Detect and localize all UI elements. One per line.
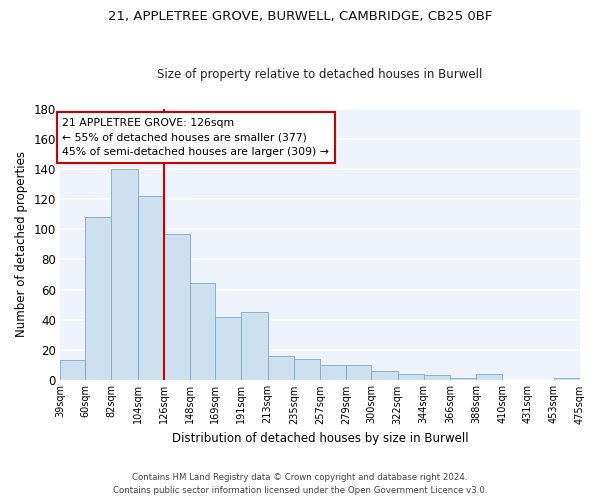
- Text: 21, APPLETREE GROVE, BURWELL, CAMBRIDGE, CB25 0BF: 21, APPLETREE GROVE, BURWELL, CAMBRIDGE,…: [108, 10, 492, 23]
- Bar: [164, 234, 190, 380]
- Bar: [60, 360, 85, 380]
- Text: 21 APPLETREE GROVE: 126sqm
← 55% of detached houses are smaller (377)
45% of sem: 21 APPLETREE GROVE: 126sqm ← 55% of deta…: [62, 118, 329, 157]
- Bar: [137, 196, 164, 380]
- X-axis label: Distribution of detached houses by size in Burwell: Distribution of detached houses by size …: [172, 432, 469, 445]
- Bar: [215, 316, 241, 380]
- Bar: [268, 356, 294, 380]
- Bar: [320, 365, 346, 380]
- Bar: [554, 378, 580, 380]
- Bar: [398, 374, 424, 380]
- Bar: [241, 312, 268, 380]
- Bar: [294, 359, 320, 380]
- Bar: [190, 284, 215, 380]
- Bar: [424, 376, 450, 380]
- Bar: [476, 374, 502, 380]
- Y-axis label: Number of detached properties: Number of detached properties: [15, 152, 28, 338]
- Bar: [112, 169, 137, 380]
- Title: Size of property relative to detached houses in Burwell: Size of property relative to detached ho…: [157, 68, 483, 81]
- Text: Contains HM Land Registry data © Crown copyright and database right 2024.
Contai: Contains HM Land Registry data © Crown c…: [113, 474, 487, 495]
- Bar: [371, 371, 398, 380]
- Bar: [346, 365, 371, 380]
- Bar: [85, 217, 112, 380]
- Bar: [450, 378, 476, 380]
